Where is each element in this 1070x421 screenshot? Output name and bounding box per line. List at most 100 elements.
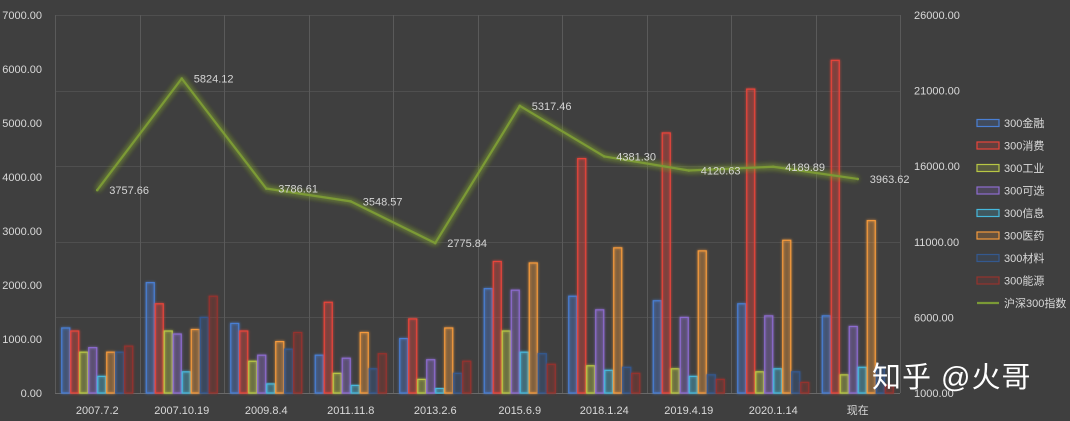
legend-marker: [976, 186, 1000, 195]
right-axis-tick-label: 26000.00: [914, 10, 960, 22]
line-series: 3757.66 5824.12 3786.61 3548.57 2775.84 5317.…: [95, 74, 910, 250]
line-point: [349, 200, 353, 203]
bar: [821, 315, 831, 394]
bar: [875, 366, 885, 394]
line-point: [687, 169, 691, 172]
line-data-label: 3548.57: [363, 196, 403, 208]
bar: [341, 357, 351, 394]
bar: [791, 371, 801, 394]
bar: [106, 351, 116, 394]
bar: [661, 132, 671, 394]
bar: [332, 372, 342, 394]
legend-label: 300可选: [1004, 185, 1044, 198]
legend-marker: [976, 141, 1000, 150]
bar: [426, 359, 436, 394]
bar: [800, 381, 810, 394]
legend-item: 300金融: [976, 116, 1044, 130]
bar: [577, 158, 587, 394]
line-point: [602, 155, 606, 158]
bar: [688, 375, 698, 394]
legend: 300金融 300消费 300工业 300可选 300信息 300医药 300材料 300能源…: [976, 116, 1066, 310]
bar: [595, 309, 605, 394]
bar: [97, 375, 107, 394]
bar: [190, 328, 200, 394]
legend-label: 300消费: [1004, 139, 1044, 153]
bar: [613, 247, 623, 394]
right-axis-tick-label: 1000.00: [914, 388, 954, 400]
axis-labels: 0.00 1000.00 2000.00 3000.00 4000.00 5000.00 6…: [2, 10, 960, 417]
line-point: [433, 241, 437, 245]
legend-item: 300信息: [976, 206, 1044, 220]
x-axis-tick-label: 2013.2.6: [414, 405, 457, 417]
bar: [519, 351, 529, 394]
line-data-label: 3963.62: [870, 174, 910, 186]
line-point: [264, 187, 268, 190]
bar: [755, 371, 765, 394]
left-axis-tick-label: 1000.00: [2, 334, 42, 346]
right-axis-tick-label: 6000.00: [914, 312, 954, 324]
left-axis-tick-label: 4000.00: [2, 172, 42, 184]
bar: [604, 369, 614, 394]
bar: [622, 366, 632, 394]
bar: [124, 345, 134, 394]
left-axis-tick-label: 5000.00: [2, 118, 42, 130]
bar: [115, 351, 125, 394]
bar: [453, 372, 463, 394]
line-data-label: 4381.30: [616, 151, 656, 163]
right-axis-tick-label: 16000.00: [914, 161, 960, 173]
bar: [163, 330, 173, 394]
line-data-label: 3786.61: [278, 184, 318, 196]
bar: [314, 354, 324, 394]
bar: [492, 260, 502, 394]
bar: [350, 384, 360, 394]
legend-marker: [976, 163, 1000, 173]
bar: [706, 374, 716, 394]
bar: [399, 337, 409, 394]
legend-item: 300工业: [976, 162, 1044, 175]
line-data-label: 5824.12: [194, 74, 234, 86]
bar: [266, 383, 276, 394]
bar: [586, 365, 596, 394]
legend-marker: [976, 118, 1000, 128]
bar: [773, 368, 783, 394]
bar: [782, 239, 792, 394]
bar: [323, 301, 333, 394]
left-axis-tick-label: 2000.00: [2, 280, 42, 292]
bar: [830, 59, 840, 394]
x-axis-tick-label: 2009.8.4: [245, 405, 288, 417]
x-axis-tick-label: 2007.10.19: [154, 405, 209, 417]
bar: [275, 340, 285, 394]
line-point: [95, 188, 99, 192]
legend-marker: [976, 253, 1000, 263]
bar: [79, 351, 89, 394]
x-axis-tick-label: 2011.11.8: [327, 405, 374, 417]
bar-series: [61, 59, 894, 394]
bar: [679, 316, 689, 394]
bar: [528, 262, 538, 394]
line-data-label: 2775.84: [447, 238, 487, 250]
line-point: [518, 104, 522, 108]
legend-marker: [976, 208, 1000, 218]
bar: [293, 331, 303, 394]
index-line: [96, 77, 858, 245]
bar: [848, 325, 858, 394]
legend-item: 沪深300指数: [977, 296, 1066, 310]
watermark: 知乎 @火哥: [872, 361, 1032, 394]
bar: [631, 372, 641, 394]
bar: [884, 384, 894, 394]
bar: [61, 327, 71, 394]
bar: [368, 368, 378, 394]
bar: [715, 378, 725, 394]
legend-item: 300材料: [976, 251, 1044, 265]
legend-label: 沪深300指数: [1004, 296, 1066, 310]
legend-label: 300工业: [1004, 162, 1044, 175]
bar: [154, 303, 164, 394]
bar: [248, 360, 258, 394]
bar: [377, 353, 387, 394]
bar: [284, 348, 294, 394]
left-axis-tick-label: 7000.00: [2, 10, 42, 22]
bar: [199, 316, 209, 394]
line-data-label: 3757.66: [109, 185, 149, 197]
right-axis-tick-label: 11000.00: [914, 237, 959, 249]
